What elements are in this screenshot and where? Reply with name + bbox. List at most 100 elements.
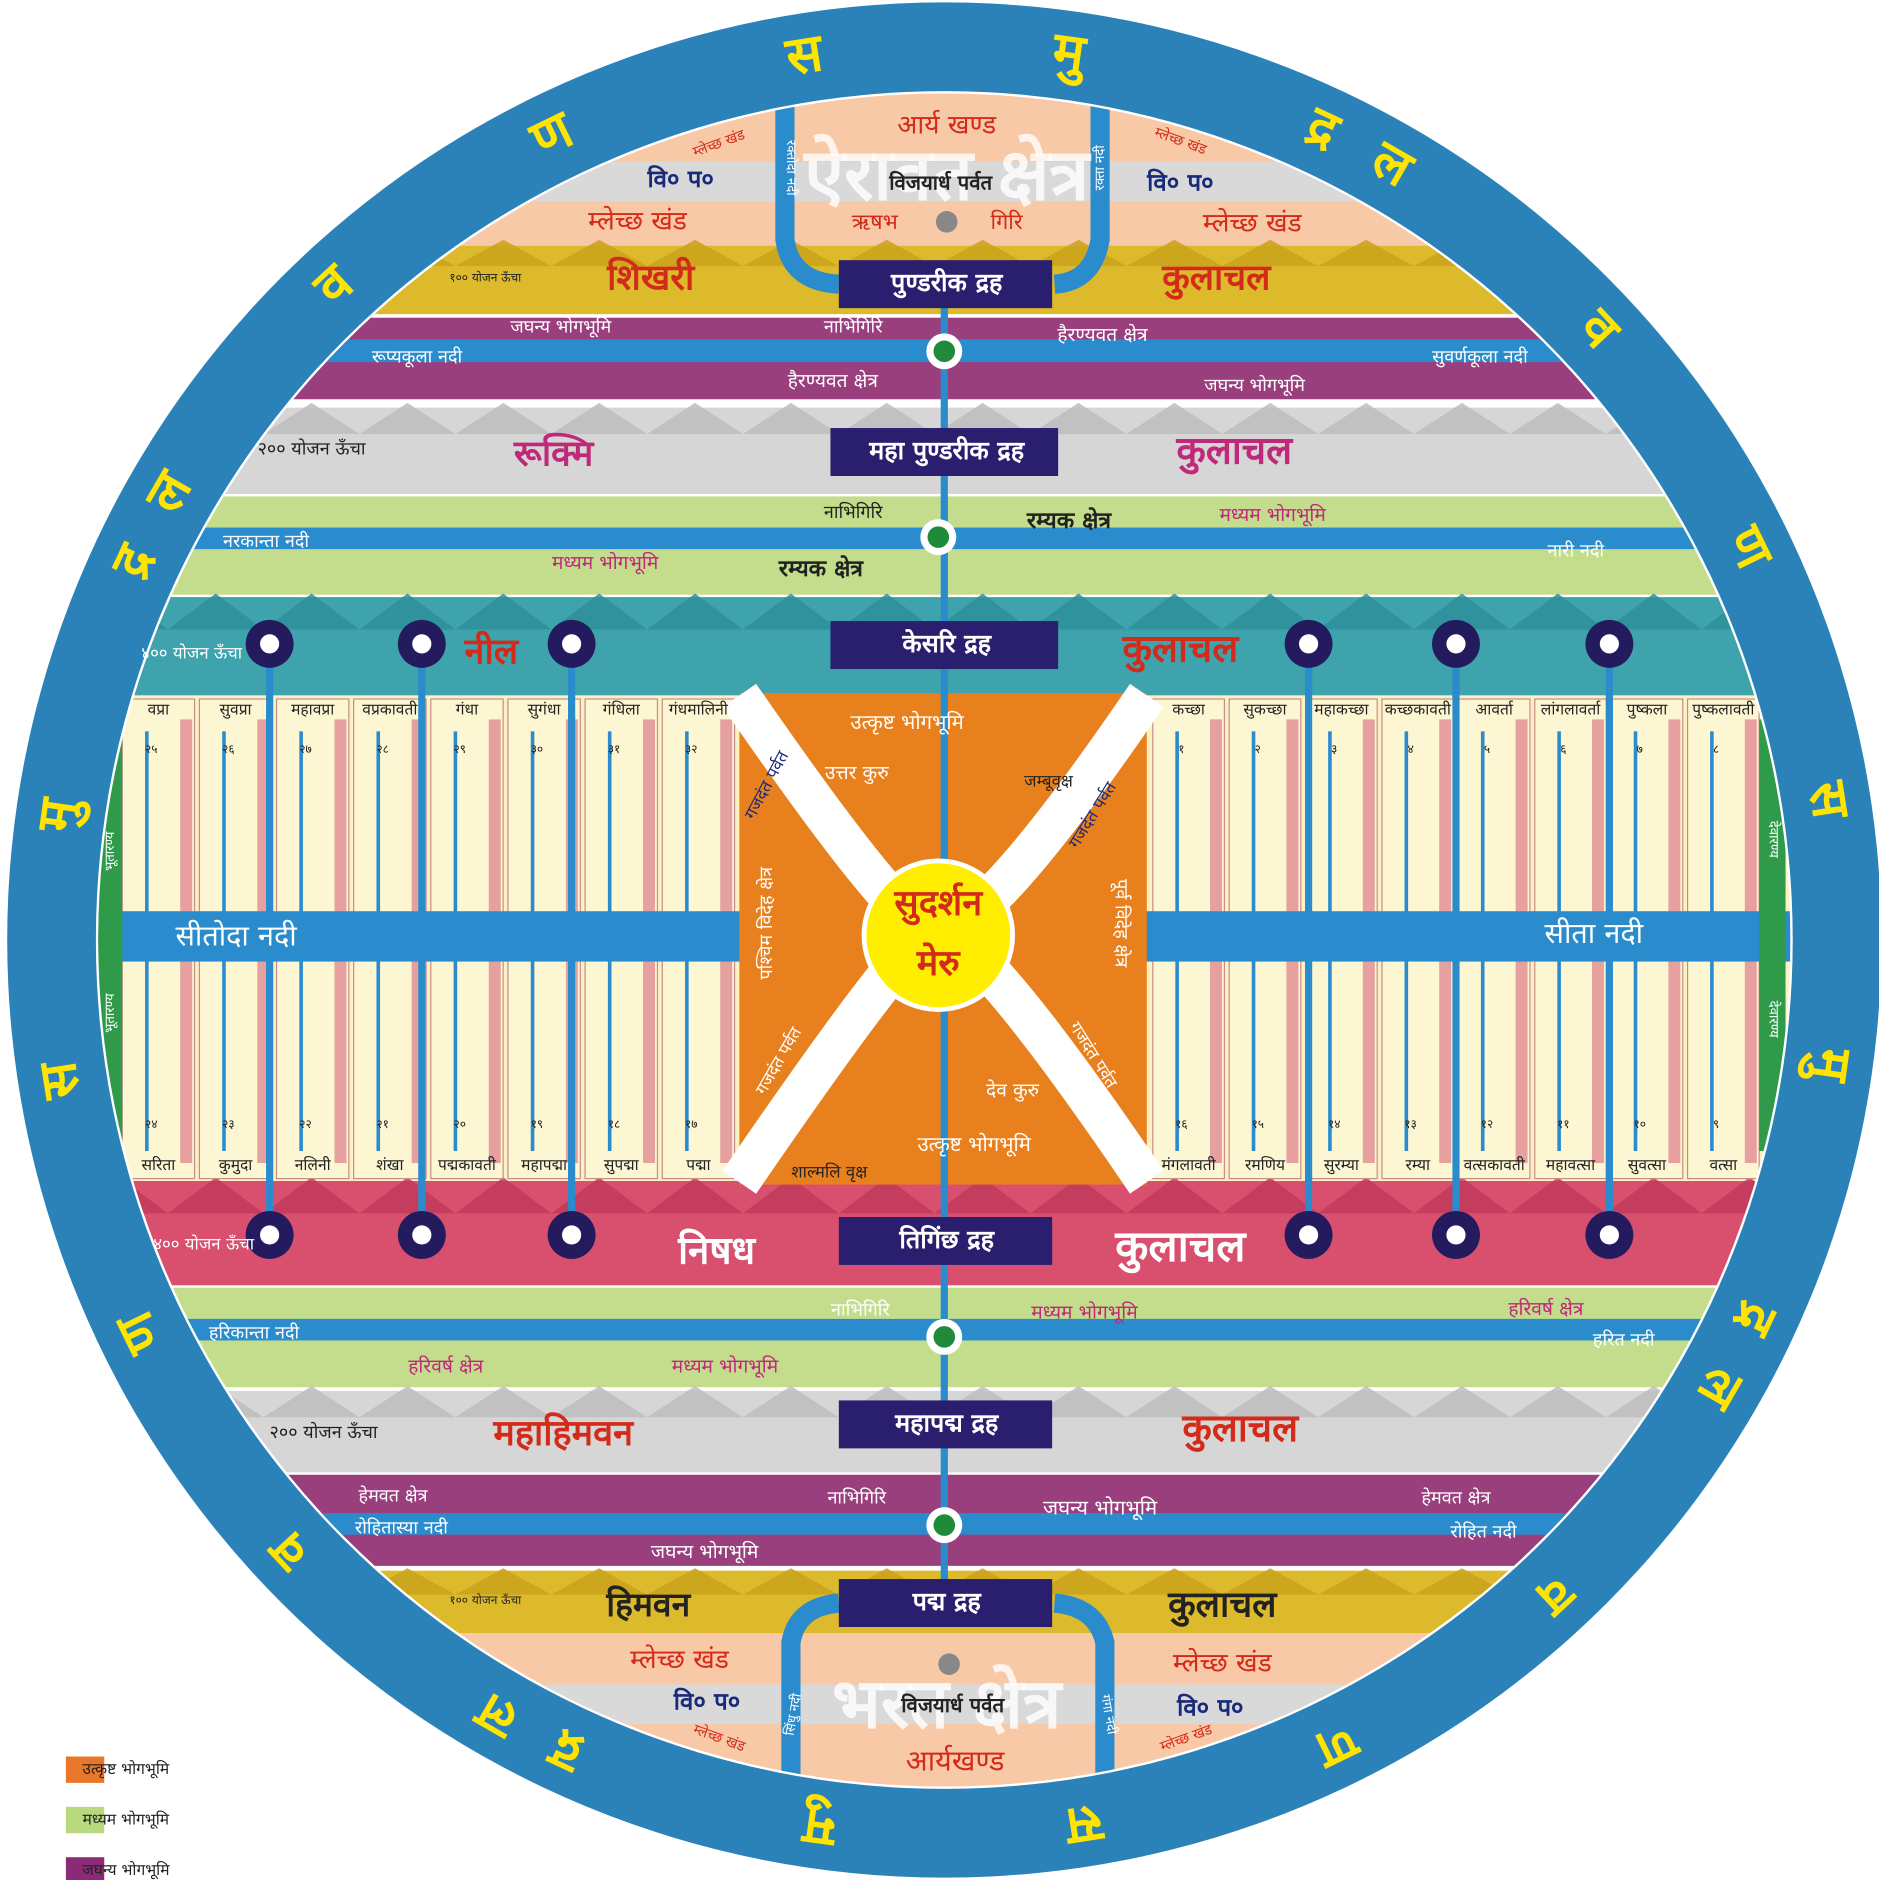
kund-center (1600, 634, 1619, 653)
region-label: रक्ता नदी (1092, 145, 1108, 191)
region-label: देवारण्य (1766, 1001, 1782, 1038)
region-label: सीतोदा नदी (175, 919, 297, 953)
desh-number: ६ (1560, 742, 1566, 756)
hrad-name: केसरि द्रह (901, 629, 992, 658)
region-label: नाभिगिरि (827, 1487, 886, 1509)
region-label: आर्य खण्ड (897, 109, 997, 140)
desh-number: १४ (1328, 1117, 1340, 1131)
desh-name: सुरम्या (1324, 1156, 1360, 1175)
nabhigiri-core (934, 1326, 956, 1348)
desh-number: २१ (376, 1117, 388, 1131)
desh-name: वप्रा (148, 700, 171, 718)
kund-center (260, 1225, 279, 1244)
region-label: हरिवर्ष क्षेत्र (1508, 1297, 1583, 1320)
region-label: गिरि (991, 209, 1024, 235)
region-label: नील (464, 630, 520, 672)
region-label: हरिवर्ष क्षेत्र (408, 1354, 483, 1377)
region-label: वि० प० (1176, 1694, 1243, 1722)
region-label: रम्यक क्षेत्र (778, 555, 865, 582)
desh-number: १९ (531, 1117, 543, 1131)
desh-number: ३१ (608, 742, 620, 756)
desh-name: सुवप्रा (220, 700, 253, 719)
region-label: विजयार्ध पर्वत (900, 1693, 1005, 1717)
desh-name: महावत्सा (1546, 1156, 1596, 1174)
kund-center (1600, 1225, 1619, 1244)
kund-center (562, 1225, 581, 1244)
region-label: नाभिगिरि (824, 315, 883, 337)
region-label: वि० प० (1146, 168, 1213, 196)
legend-label: उत्कृष्ट भोगभूमि (82, 1760, 169, 1779)
desh-name: पद्मा (686, 1156, 711, 1174)
region-label: निषध (677, 1228, 756, 1273)
region-label: रक्तोदा नदी (783, 140, 799, 196)
desh-number: २ (1255, 742, 1261, 756)
hrad-name: महापद्म द्रह (894, 1408, 1000, 1437)
region-label: कुलाचल (1114, 1222, 1247, 1274)
nabhigiri-core (928, 526, 950, 548)
desh-name: पुष्कलावती (1692, 700, 1755, 719)
hrad-name: महा पुण्डरीक द्रह (868, 436, 1026, 467)
region-label: वि० प० (673, 1688, 740, 1716)
desh-name: लांगलावर्ता (1541, 700, 1602, 718)
kund-center (1299, 1225, 1318, 1244)
region-label: मध्यम भोगभूमि (1219, 503, 1326, 527)
region-label: नाभिगिरि (824, 501, 883, 523)
desh-number: १५ (1252, 1117, 1264, 1131)
desh-name: गंधा (456, 700, 479, 718)
region-label: रोहितास्या नदी (355, 1517, 448, 1539)
region-label: जघन्य भोगभूमि (1043, 1495, 1158, 1520)
region-label: ४०० योजन ऊँचा (153, 1234, 254, 1254)
desh-name: शंखा (376, 1156, 404, 1174)
region-label: मध्यम भोगभूमि (672, 1354, 779, 1378)
desh-number: २९ (454, 742, 466, 756)
desh-number: ३० (531, 742, 543, 756)
kund-center (1299, 634, 1318, 653)
region-label: कुलाचल (1181, 1406, 1300, 1452)
desh-name: वत्सकावती (1464, 1156, 1526, 1174)
hrad-name: पद्म द्रह (912, 1587, 983, 1616)
kund-center (412, 634, 431, 653)
region-label: कुलाचल (1122, 627, 1241, 673)
region-label: कुलाचल (1175, 429, 1294, 475)
region-label: हेमवत क्षेत्र (359, 1484, 429, 1506)
desh-name: वप्रकावती (362, 700, 418, 718)
desh-name: पद्मकावती (438, 1156, 497, 1174)
page: पुण्डरीक द्रहमहा पुण्डरीक द्रहकेसरि द्रह… (0, 0, 1879, 1880)
desh-name: महापद्मा (521, 1156, 568, 1174)
region-label: हरिकान्ता नदी (209, 1321, 300, 1343)
region-label: जघन्य भोगभूमि (510, 315, 611, 337)
region-label: विजयार्ध पर्वत (888, 170, 993, 194)
desh-name: वत्सा (1710, 1156, 1739, 1174)
region-label: सुवर्णकूला नदी (1432, 345, 1528, 367)
region-label: म्लेच्छ खंड (1173, 1648, 1273, 1679)
desh-number: १३ (1404, 1117, 1416, 1131)
desh-number: २४ (145, 1117, 157, 1131)
region-label: जघन्य भोगभूमि (651, 1540, 759, 1564)
desh-number: १६ (1175, 1117, 1187, 1131)
region-label: नाभिगिरि (831, 1298, 890, 1320)
desh-name: रम्या (1406, 1156, 1431, 1174)
region-label: म्लेच्छ खंड (588, 205, 688, 236)
region-label: पश्चिम विदेह क्षेत्र (755, 866, 777, 980)
desh-name: सुवत्सा (1628, 1156, 1667, 1175)
region-label: हैरण्यवत क्षेत्र (788, 369, 879, 392)
desh-number: ३ (1331, 742, 1337, 756)
region-label: नरकान्ता नदी (223, 530, 309, 552)
desh-name: सरिता (141, 1156, 176, 1174)
region-label: उत्कृष्ट भोगभूमि (918, 1132, 1032, 1157)
region-label: जम्बूवृक्ष (1024, 771, 1074, 792)
region-label: उत्कृष्ट भोगभूमि (850, 710, 964, 735)
kund-center (412, 1225, 431, 1244)
region-label: हैरण्यवत क्षेत्र (1057, 323, 1148, 346)
region-label: ऋषभ (852, 210, 899, 235)
desh-number: ११ (1557, 1117, 1569, 1131)
desh-number: १० (1634, 1117, 1646, 1131)
region-label: हेमवत क्षेत्र (1421, 1487, 1491, 1509)
region-label: भूतारण्य (103, 831, 118, 871)
desh-number: २८ (376, 742, 388, 756)
desh-number: १२ (1481, 1117, 1493, 1131)
region-label: वि० प० (646, 165, 713, 193)
desh-name: सुपद्मा (604, 1156, 640, 1175)
desh-number: २३ (222, 1117, 234, 1131)
desh-number: २० (454, 1117, 466, 1131)
